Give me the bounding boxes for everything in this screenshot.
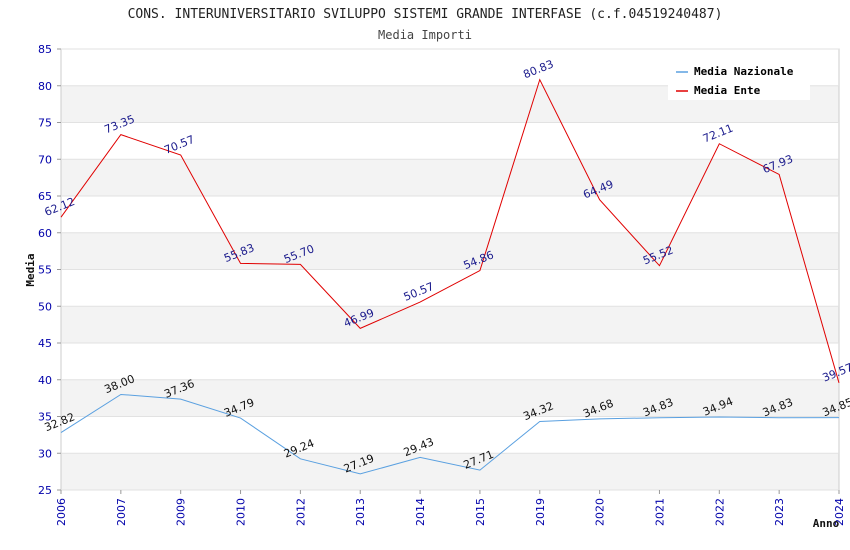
x-tick-label: 2007 <box>115 498 128 526</box>
chart-subtitle: Media Importi <box>378 28 472 42</box>
legend: Media Nazionale Media Ente <box>668 60 810 100</box>
y-tick-label: 30 <box>38 447 52 460</box>
x-tick-label: 2019 <box>534 498 547 526</box>
y-axis-label: Media <box>24 253 37 286</box>
grid-band <box>61 379 839 417</box>
x-tick-label: 2009 <box>175 498 188 526</box>
x-tick-label: 2015 <box>474 498 487 526</box>
grid-band <box>61 269 839 307</box>
x-axis-label: Anno <box>813 517 840 530</box>
y-tick-label: 50 <box>38 300 52 313</box>
grid-band <box>61 232 839 270</box>
plot-background-bands <box>61 49 839 490</box>
y-axis: 25 30 35 40 45 50 55 60 65 70 75 80 85 <box>38 43 839 497</box>
x-tick-label: 2023 <box>773 498 786 526</box>
x-tick-label: 2021 <box>653 498 666 526</box>
grid-band <box>61 416 839 454</box>
y-tick-label: 70 <box>38 153 52 166</box>
grid-band <box>61 343 839 380</box>
grid-band <box>61 306 839 343</box>
grid-band <box>61 453 839 490</box>
y-tick-label: 45 <box>38 337 52 350</box>
x-tick-label: 2013 <box>354 498 367 526</box>
y-tick-label: 55 <box>38 264 52 277</box>
grid-band <box>61 196 839 233</box>
y-tick-label: 35 <box>38 411 52 424</box>
y-tick-label: 65 <box>38 190 52 203</box>
series-line-media-nazionale <box>60 393 840 475</box>
y-tick-label: 60 <box>38 227 52 240</box>
x-tick-label: 2014 <box>414 498 427 526</box>
y-tick-label: 75 <box>38 117 52 130</box>
x-tick-label: 2020 <box>594 498 607 526</box>
x-tick-label: 2012 <box>294 498 307 526</box>
legend-label-media-ente: Media Ente <box>694 84 761 97</box>
series-line-media-ente <box>60 78 840 384</box>
grid-band <box>61 122 839 160</box>
grid-band <box>61 159 839 196</box>
x-tick-label: 2022 <box>713 498 726 526</box>
legend-label-media-nazionale: Media Nazionale <box>694 65 794 78</box>
x-tick-label: 2010 <box>235 498 248 526</box>
x-tick-label: 2006 <box>55 498 68 526</box>
x-axis: 2006 2007 2009 2010 2012 2013 2014 2015 2019 2020… <box>55 490 846 526</box>
y-tick-label: 40 <box>38 374 52 387</box>
y-tick-label: 80 <box>38 80 52 93</box>
y-tick-label: 85 <box>38 43 52 56</box>
chart-title: CONS. INTERUNIVERSITARIO SVILUPPO SISTEM… <box>128 7 723 22</box>
x-tick-label: 2024 <box>833 498 846 526</box>
legend-box <box>668 60 810 100</box>
y-tick-label: 25 <box>38 484 52 497</box>
